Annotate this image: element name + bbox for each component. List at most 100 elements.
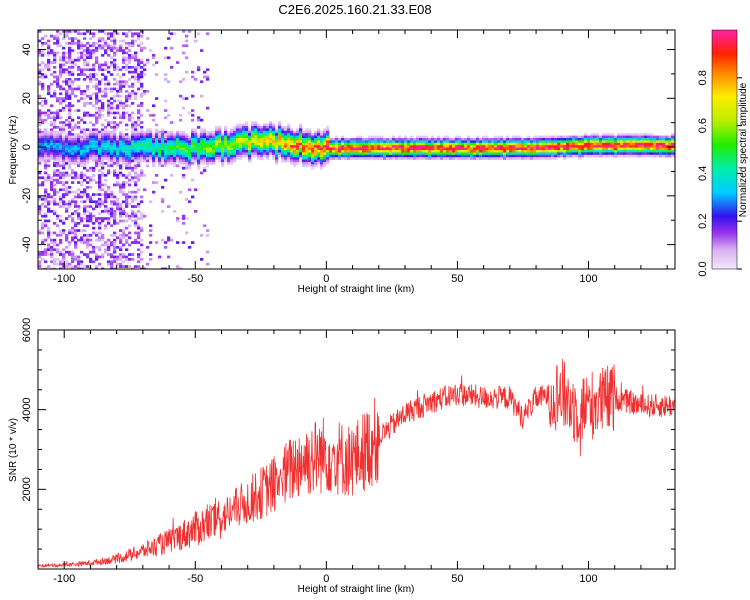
spectrogram-cell — [50, 49, 54, 52]
spectrogram-cell — [128, 150, 132, 153]
spectrogram-cell — [602, 154, 606, 158]
spectrogram-cell — [68, 130, 72, 134]
spectrogram-cell — [89, 44, 93, 48]
spectrogram-cell — [185, 152, 189, 156]
spectrogram-cell — [113, 234, 117, 237]
spectrogram-cell — [53, 243, 57, 247]
spectrogram-cell — [194, 159, 198, 163]
spectrogram-cell — [50, 94, 54, 98]
spectrogram-cell — [323, 145, 327, 148]
spectrogram-cell — [95, 102, 99, 105]
spectrogram-cell — [227, 133, 231, 136]
spectrogram-cell — [86, 217, 90, 220]
spectrogram-cell — [641, 138, 645, 141]
spectrogram-cell — [197, 133, 201, 136]
spectrogram-cell — [638, 154, 642, 158]
spectrogram-cell — [371, 154, 375, 158]
spectrogram-cell — [662, 152, 666, 156]
spectrogram-cell — [242, 133, 246, 136]
spectrogram-cell — [167, 162, 171, 165]
spectrogram-cell — [323, 154, 327, 158]
spectrogram-cell — [146, 128, 150, 132]
spectrogram-cell — [140, 150, 144, 153]
spectrogram-cell — [113, 267, 117, 269]
spectrogram-cell — [353, 142, 357, 146]
spectrogram-cell — [545, 145, 549, 148]
spectrogram-cell — [377, 154, 381, 158]
spectrogram-cell — [182, 133, 186, 136]
spectrogram-cell — [311, 147, 315, 151]
spectrogram-cell — [83, 114, 87, 117]
spectrogram-cell — [89, 147, 93, 151]
spectrogram-cell — [485, 138, 489, 141]
spectrogram-cell — [83, 224, 87, 228]
spectrogram-cell — [188, 135, 192, 139]
spectrogram-cell — [497, 145, 501, 148]
spectrogram-cell — [593, 150, 597, 153]
spectrogram-cell — [128, 145, 132, 148]
spectrogram-cell — [68, 162, 72, 165]
spectrogram-cell — [650, 147, 654, 151]
spectrogram-cell — [89, 130, 93, 134]
spectrogram-cell — [332, 157, 336, 160]
spectrogram-cell — [62, 202, 66, 206]
spectrogram-cell — [38, 142, 42, 146]
spectrogram-cell — [80, 46, 84, 50]
spectrogram-cell — [479, 140, 483, 144]
spectrogram-cell — [185, 147, 189, 151]
spectrogram-cell — [647, 135, 651, 139]
spectrogram-cell — [473, 142, 477, 146]
spectrogram-cell — [587, 150, 591, 153]
spectrogram-cell — [182, 166, 186, 170]
spectrogram-cell — [59, 140, 63, 144]
spectrogram-cell — [338, 154, 342, 158]
spectrogram-cell — [68, 174, 72, 177]
spectrogram-cell — [668, 142, 672, 146]
spectrogram-cell — [68, 243, 72, 247]
spectrogram-cell — [446, 152, 450, 156]
spectrogram-cell — [44, 133, 48, 136]
spectrogram-cell — [317, 135, 321, 139]
spectrogram-cell — [419, 147, 423, 151]
spectrogram-cell — [263, 147, 267, 151]
spectrogram-cell — [191, 159, 195, 163]
spectrogram-cell — [47, 44, 51, 48]
spectrogram-cell — [239, 135, 243, 139]
spectrogram-cell — [113, 214, 117, 218]
spectrogram-cell — [623, 147, 627, 151]
spectrogram-cell — [98, 224, 102, 228]
spectrogram-cell — [281, 152, 285, 156]
spectrogram-cell — [80, 159, 84, 163]
spectrogram-cell — [506, 157, 510, 160]
spectrogram-cell — [131, 150, 135, 153]
spectrogram-cell — [308, 138, 312, 141]
spectrogram-cell — [41, 133, 45, 136]
spectrogram-cell — [68, 229, 72, 232]
spectrogram-cell — [59, 150, 63, 153]
spectrogram-cell — [308, 147, 312, 151]
spectrogram-cell — [104, 183, 108, 187]
spectrogram-cell — [125, 164, 129, 168]
spectrogram-cell — [347, 152, 351, 156]
spectrogram-cell — [314, 150, 318, 153]
spectrogram-cell — [194, 130, 198, 134]
spectrogram-cell — [68, 106, 72, 110]
spectrogram-cell — [242, 142, 246, 146]
spectrogram-cell — [215, 135, 219, 139]
spectrogram-cell — [632, 135, 636, 139]
spectrogram-cell — [317, 159, 321, 163]
spectrogram-cell — [95, 142, 99, 146]
spectrogram-cell — [635, 135, 639, 139]
spectrogram-cell — [80, 42, 84, 45]
spectrogram-cells — [38, 30, 675, 269]
spectrogram-cell — [86, 56, 90, 60]
spectrogram-cell — [314, 145, 318, 148]
spectrogram-cell — [161, 145, 165, 148]
spectrogram-cell — [80, 135, 84, 139]
spectrogram-cell — [557, 140, 561, 144]
spectrogram-cell — [380, 145, 384, 148]
spectrogram-cell — [104, 140, 108, 144]
spectrogram-cell — [566, 147, 570, 151]
spectrogram-cell — [119, 140, 123, 144]
spectrogram-cell — [155, 97, 159, 100]
